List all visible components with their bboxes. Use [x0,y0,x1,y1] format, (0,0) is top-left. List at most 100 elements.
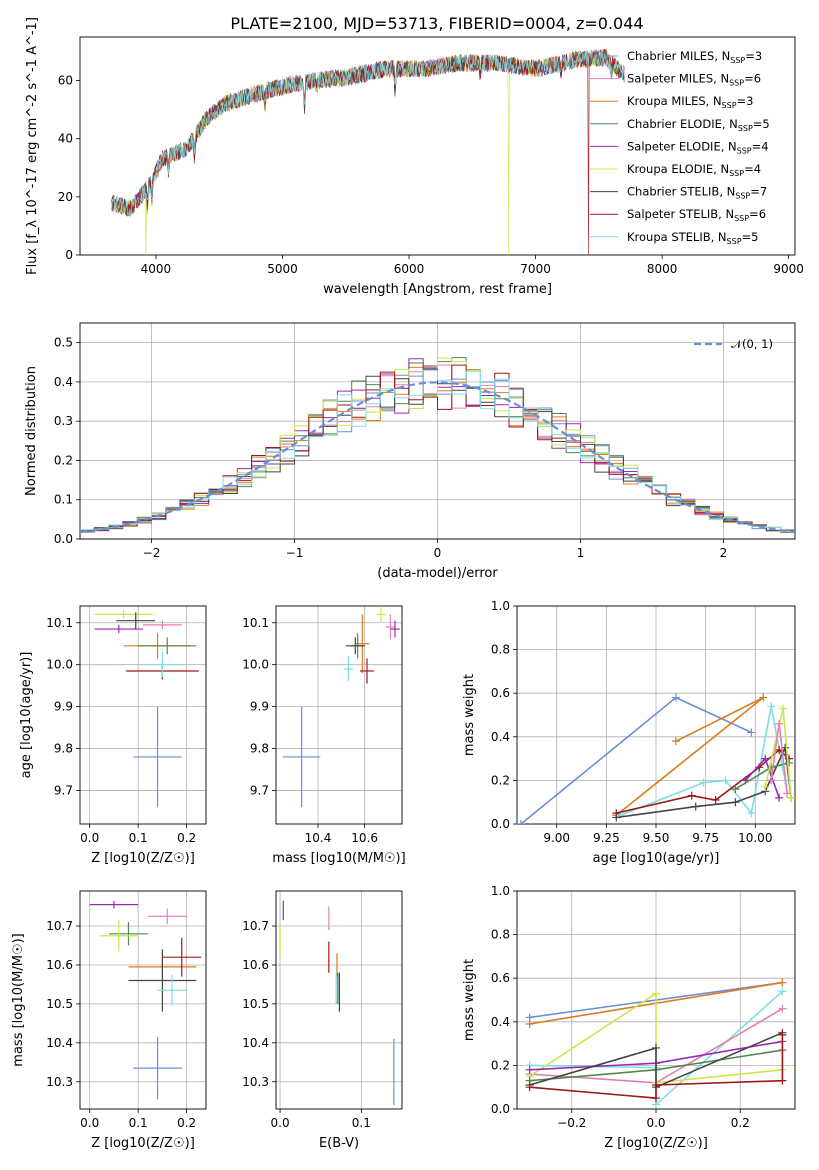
mass-weight-vs-metallicity-panel: −0.2 0.0 0.2 0.0 0.2 0.4 0.6 0.8 1.0 Z [log10(Z/Z… [462,884,796,1151]
x-tick-label: 0.0 [80,1116,99,1130]
y-tick-label: 10.4 [46,1036,73,1050]
weight-marker-kroupa-miles [525,1019,534,1028]
x-tick-label: 4000 [141,262,172,276]
x-axis-label: Z [log10(Z/Z☉)] [91,851,195,866]
errorbar-chabrier-miles [283,706,321,808]
x-tick-label: 6000 [394,262,425,276]
weight-marker-kroupa-miles [671,737,680,746]
weight-marker-chabrier-stelib [691,802,700,811]
y-tick-label: 0.8 [491,643,510,657]
x-tick-label: 9.75 [692,831,719,845]
y-tick-label: 10.7 [46,919,73,933]
x-axis-label: Z [log10(Z/Z☉)] [91,1136,195,1151]
y-tick-label: 10.0 [46,658,73,672]
y-tick-label: 40 [58,132,73,146]
weight-marker-chabrier-elodie [767,763,776,772]
weight-marker-salpeter-elodie [775,793,784,802]
weight-marker-kroupa-stelib [747,809,756,818]
weight-marker-kroupa-miles [759,693,768,702]
y-tick-label: 1.0 [491,884,510,898]
errorbar-chabrier-elodie [138,637,197,655]
y-tick-label: 10.4 [242,1036,269,1050]
y-tick-label: 10.3 [242,1075,269,1089]
weight-marker-salpeter-miles [775,719,784,728]
weight-line-chabrier-stelib [616,744,792,819]
age-vs-metallicity-panel: 0.0 0.1 0.2 9.7 9.8 9.9 10.0 10.1 Z [log10(Z/Z☉)… [19,605,207,866]
x-tick-label: 0.1 [352,1116,371,1130]
errorbar-chabrier-miles [133,706,182,808]
weight-marker-salpeter-stelib [687,791,696,800]
y-tick-label: 9.9 [250,700,269,714]
legend-entry-chabrier-stelib: Chabrier STELIB, NSSP=7 [627,185,767,201]
errorbar-points [279,900,395,1106]
x-axis-label: wavelength [Angstrom, rest frame] [323,282,552,297]
errorbar-chabrier-stelib [116,612,156,630]
errorbar-kroupa-elodie [94,610,153,619]
x-tick-label: 0.2 [177,1116,196,1130]
weight-lines [517,693,795,824]
errorbar-points [283,606,400,808]
age-vs-mass-panel: 10.4 10.6 9.7 9.8 9.9 10.0 10.1 mass [log10(M/M… [242,605,406,866]
weight-marker-chabrier-miles [747,728,756,737]
y-tick-label: 10.6 [242,958,269,972]
histogram-salpeter-stelib [80,364,795,533]
axes-frame [516,605,796,825]
weight-marker-chabrier-stelib [731,798,740,807]
y-tick-label: 0.2 [54,453,73,467]
mass-weight-vs-age-panel: 9.00 9.25 9.50 9.75 10.00 0.0 0.2 0.4 0.6 0.8 1.0 a… [462,599,796,866]
weight-marker-salpeter-stelib [652,1094,660,1103]
x-tick-label: 0.1 [129,831,148,845]
weight-line-kroupa-elodie [529,992,783,1084]
mass-vs-extinction-panel: 0.0 0.1 10.3 10.4 10.5 10.6 10.7 E(B-V) [242,890,403,1151]
axes-frame [79,605,207,825]
x-tick-label: 0.2 [177,831,196,845]
axes-frame [275,605,403,825]
errorbar-salpeter-miles [143,620,182,630]
x-tick-label: −0.2 [557,1116,586,1130]
y-tick-label: 0.3 [54,414,73,428]
errorbar-kroupa-stelib [143,652,182,678]
errorbar-salpeter-stelib [360,658,374,684]
y-tick-label: 10.0 [242,658,269,672]
y-tick-label: 0.6 [491,971,510,985]
x-axis-label: Z [log10(Z/Z☉)] [604,1136,708,1151]
weight-marker-kroupa-elodie [761,782,770,791]
y-tick-label: 9.8 [250,742,269,756]
y-tick-label: 10.5 [46,997,73,1011]
errorbar-kroupa-stelib [157,974,187,1006]
axes-frame [79,322,796,540]
weight-line-salpeter-stelib [616,748,790,814]
axes-frame [79,36,796,256]
weight-line-chabrier-stelib [529,1031,783,1089]
weight-lines [525,978,787,1109]
x-tick-label: −1 [286,546,304,560]
y-tick-label: 0.6 [491,686,510,700]
errorbar-chabrier-elodie [109,922,148,946]
x-axis-label: (data-model)/error [377,566,498,581]
errorbar-points [89,900,202,1100]
x-axis-label: mass [log10(M/M☉)] [272,851,405,866]
y-tick-label: 10.1 [46,616,73,630]
y-tick-label: 10.5 [242,997,269,1011]
errorbar-chabrier-stelib [346,637,365,655]
errorbar-kroupa-elodie [99,920,139,952]
x-tick-label: 10.00 [738,831,772,845]
weight-marker-chabrier-stelib [652,1043,660,1052]
x-tick-label: 10.4 [305,831,332,845]
y-axis-label: mass weight [462,674,477,756]
weight-marker-kroupa-elodie [652,989,660,998]
x-tick-label: 0.0 [271,1116,290,1130]
y-axis-label: Normed distribution [24,366,39,496]
y-tick-label: 9.9 [54,700,73,714]
x-tick-label: −2 [143,546,161,560]
legend-entry-salpeter-elodie: Salpeter ELODIE, NSSP=4 [627,139,769,155]
weight-marker-salpeter-elodie [761,754,770,763]
spectrum-traces [111,48,625,255]
legend-entry-salpeter-stelib: Salpeter STELIB, NSSP=6 [627,207,766,223]
weight-marker-chabrier-miles [671,693,680,702]
y-tick-label: 0.0 [54,532,73,546]
x-tick-label: 5000 [267,262,298,276]
weight-marker-kroupa-elodie [779,704,788,713]
legend-entry-chabrier-elodie: Chabrier ELODIE, NSSP=5 [627,117,770,133]
